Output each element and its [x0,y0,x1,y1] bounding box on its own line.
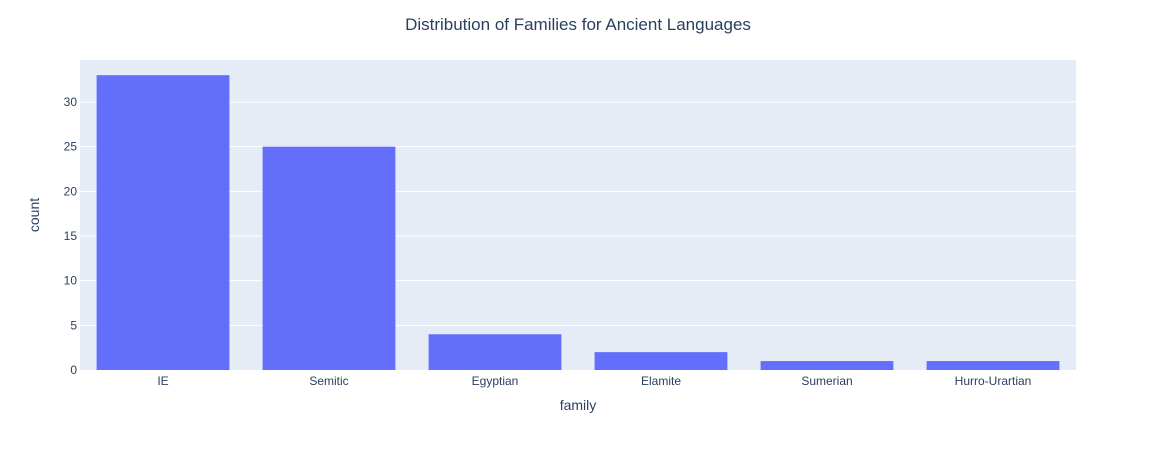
y-tick-labels: 0 5 10 15 20 25 30 [64,95,78,377]
y-tick-label: 5 [70,318,77,332]
y-tick-label: 30 [64,95,78,109]
x-tick-label: Sumerian [801,374,852,388]
bar-egyptian[interactable] [428,334,562,370]
y-tick-label: 0 [70,363,77,377]
y-tick-label: 25 [64,140,78,154]
y-axis-title: count [26,198,42,232]
y-tick-label: 15 [64,229,78,243]
y-tick-label: 20 [64,184,78,198]
plot-background [80,60,1076,370]
gridlines [80,101,1076,326]
bar-semitic[interactable] [262,146,396,370]
bar-sumerian[interactable] [760,361,894,370]
x-tick-label: Hurro-Urartian [955,374,1032,388]
x-tick-label: Egyptian [472,374,519,388]
x-tick-labels: IE Semitic Egyptian Elamite Sumerian Hurro-Ur… [157,374,1031,388]
x-tick-label: Semitic [309,374,348,388]
bar-hurro-urartian[interactable] [926,361,1060,370]
y-tick-label: 10 [64,274,78,288]
x-axis-title: family [560,397,597,413]
bars [96,75,1060,370]
chart-title: Distribution of Families for Ancient Lan… [405,15,751,34]
bar-elamite[interactable] [594,352,728,370]
x-tick-label: Elamite [641,374,681,388]
x-tick-label: IE [157,374,168,388]
bar-ie[interactable] [96,75,230,370]
